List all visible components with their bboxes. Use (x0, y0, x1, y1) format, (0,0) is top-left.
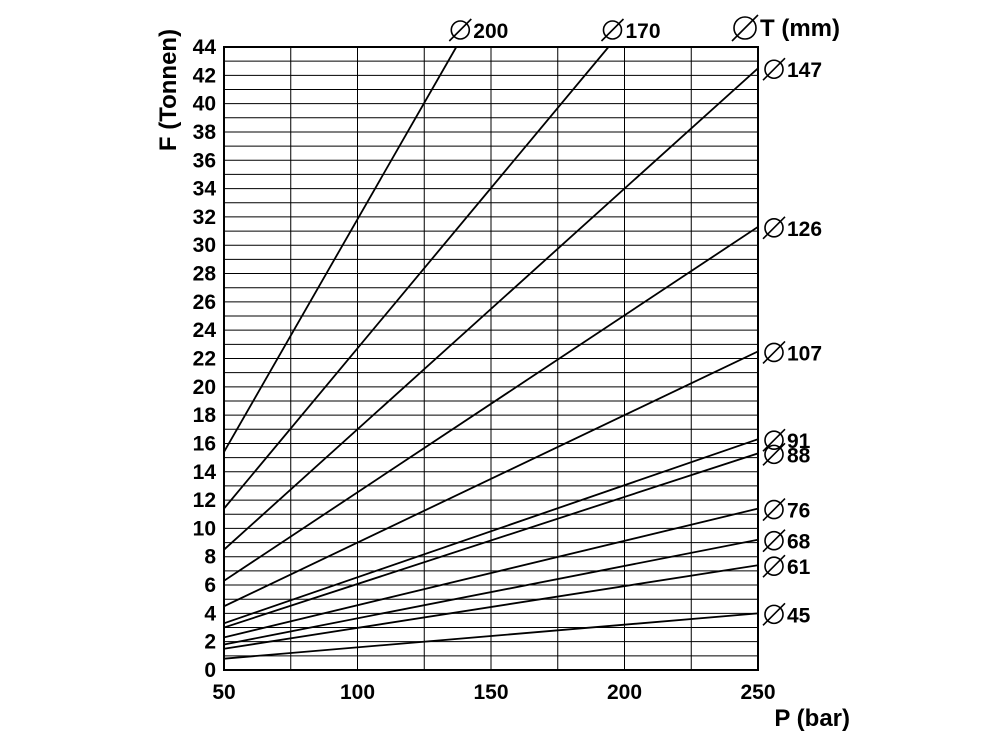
series-label-76: 76 (762, 498, 810, 523)
y-tick-label: 38 (193, 121, 217, 144)
series-line-61 (224, 564, 758, 650)
x-tick-label: 250 (740, 681, 775, 704)
series-label-text: 170 (625, 20, 660, 43)
y-tick-label: 30 (193, 234, 216, 257)
diameter-icon (762, 602, 786, 626)
y-tick-label: 44 (193, 36, 217, 59)
series-line-107 (224, 350, 758, 608)
series-title-text: T (mm) (760, 15, 840, 42)
y-tick-label: 24 (193, 319, 217, 342)
series-label-91: 91 (762, 428, 811, 453)
diameter-icon (762, 428, 786, 452)
x-axis-title: P (bar) (774, 705, 850, 732)
series-lines (224, 47, 758, 660)
series-label-200: 200 (448, 18, 508, 43)
y-tick-label: 34 (193, 178, 217, 201)
diameter-icon (448, 18, 472, 42)
series-label-text: 200 (473, 20, 508, 43)
series-line-200 (224, 47, 458, 453)
series-line-147 (224, 67, 758, 551)
series-line-45 (224, 612, 758, 660)
diameter-icon (762, 216, 786, 240)
y-tick-label: 2 (204, 631, 216, 654)
series-label-text: 126 (787, 218, 822, 241)
diameter-icon (762, 529, 786, 553)
x-axis-ticks: 50 100 150 200 250 (212, 681, 775, 704)
y-tick-label: 6 (204, 574, 216, 597)
series-label-88: 88 (762, 442, 811, 467)
y-tick-label: 16 (193, 432, 216, 455)
series-label-text: 68 (787, 531, 811, 554)
plot-frame (223, 46, 759, 671)
x-tick-label: 200 (607, 681, 642, 704)
y-axis-ticks: 0246810121416182022242628303234363840424… (193, 36, 217, 682)
y-axis-title: F (Tonnen) (155, 29, 182, 151)
series-line-91 (224, 438, 758, 625)
y-tick-label: 20 (193, 376, 216, 399)
y-tick-label: 8 (204, 546, 216, 569)
diameter-icon (762, 57, 786, 81)
x-tick-label: 100 (340, 681, 375, 704)
series-line-88 (224, 452, 758, 629)
y-tick-label: 4 (204, 602, 216, 625)
y-tick-label: 18 (193, 404, 217, 427)
x-tick-label: 50 (212, 681, 235, 704)
series-label-147: 147 (762, 57, 822, 82)
series-label-107: 107 (762, 340, 822, 365)
series-line-126 (224, 226, 758, 582)
series-line-68 (224, 538, 758, 646)
series-title: T (mm) (731, 14, 840, 42)
diameter-icon (762, 340, 786, 364)
series-label-170: 170 (600, 18, 661, 43)
series-label-text: 107 (787, 342, 822, 365)
y-tick-label: 10 (193, 517, 216, 540)
diameter-icon (731, 14, 759, 42)
y-tick-label: 42 (193, 64, 216, 87)
series-label-text: 76 (787, 500, 810, 523)
y-tick-label: 40 (193, 93, 216, 116)
diameter-icon (600, 18, 625, 42)
series-label-text: 61 (787, 556, 811, 579)
series-label-68: 68 (762, 529, 811, 554)
y-tick-label: 22 (193, 348, 216, 371)
series-label-45: 45 (762, 602, 811, 627)
series-label-61: 61 (762, 554, 811, 579)
y-tick-label: 0 (204, 659, 216, 682)
diameter-icon (762, 498, 786, 522)
diameter-icon (762, 442, 786, 466)
series-label-text: 147 (787, 59, 822, 82)
series-line-76 (224, 507, 758, 639)
diameter-icon (762, 554, 786, 578)
series-label-text: 88 (787, 444, 811, 467)
y-tick-label: 14 (193, 461, 217, 484)
y-tick-label: 32 (193, 206, 216, 229)
y-tick-label: 28 (193, 263, 217, 286)
y-tick-label: 36 (193, 149, 216, 172)
series-label-text: 45 (787, 604, 811, 627)
x-tick-label: 150 (473, 681, 508, 704)
series-label-126: 126 (762, 216, 822, 241)
series-line-170 (224, 47, 610, 510)
y-tick-label: 12 (193, 489, 216, 512)
y-tick-label: 26 (193, 291, 216, 314)
series-label-text: 91 (787, 430, 811, 453)
